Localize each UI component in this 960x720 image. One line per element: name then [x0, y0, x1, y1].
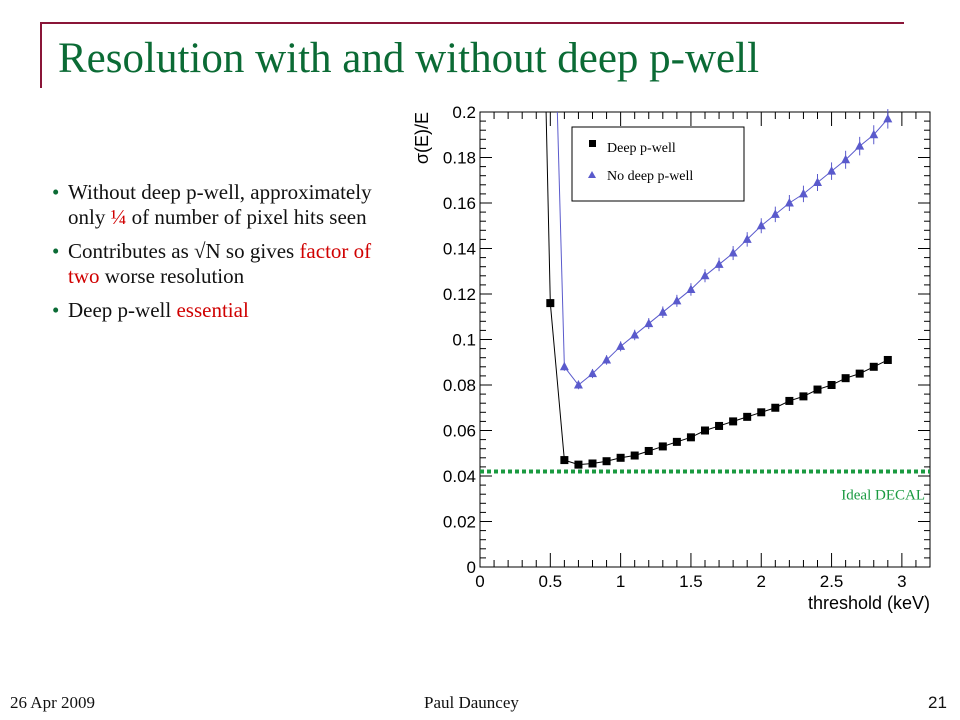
no-deep-pwell-point — [798, 188, 808, 198]
no-deep-pwell-point — [770, 209, 780, 218]
bullet-highlight-text: ¼ — [110, 205, 127, 229]
deep-pwell-point — [757, 408, 766, 417]
y-tick-label: 0.08 — [443, 376, 476, 395]
x-tick-label: 2.5 — [820, 572, 844, 591]
bullet-highlight-text: essential — [176, 298, 249, 322]
no-deep-pwell-point — [784, 198, 794, 207]
deep-pwell-point — [686, 433, 695, 442]
x-tick-label: 1 — [616, 572, 625, 591]
deep-pwell-point — [743, 412, 752, 421]
no-deep-pwell-point — [559, 361, 569, 371]
bullet-highlight-text: factor of two — [68, 239, 372, 288]
bullet-text: Without deep p-well, approximately only — [68, 180, 372, 229]
x-tick-label: 2 — [757, 572, 766, 591]
deep-pwell-point — [855, 369, 864, 378]
title-frame-top — [40, 22, 904, 24]
no-deep-pwell-point — [672, 295, 682, 305]
deep-pwell-point — [602, 457, 611, 466]
y-tick-label: 0.2 — [452, 103, 476, 122]
bullet-text: of number of pixel hits seen — [126, 205, 367, 229]
no-deep-pwell-point — [742, 234, 752, 243]
x-tick-label: 0.5 — [538, 572, 562, 591]
no-deep-pwell-point — [841, 154, 851, 164]
x-axis-label: threshold (keV) — [808, 593, 930, 613]
deep-pwell-point — [771, 403, 780, 412]
deep-pwell-point — [672, 437, 681, 446]
no-deep-pwell-point — [588, 368, 597, 378]
deep-pwell-point — [616, 453, 625, 462]
no-deep-pwell-point — [630, 329, 640, 339]
no-deep-pwell-point — [813, 177, 822, 187]
y-tick-label: 0.14 — [443, 240, 476, 259]
x-tick-label: 0 — [475, 572, 484, 591]
y-axis-label: σ(E)/E — [412, 112, 432, 164]
deep-pwell-point — [644, 446, 653, 455]
y-tick-label: 0.1 — [452, 331, 476, 350]
deep-pwell-point — [701, 426, 709, 435]
deep-pwell-point — [799, 392, 808, 401]
title-frame-left — [40, 22, 42, 88]
legend-deep-marker — [589, 140, 596, 147]
bullet-text: worse resolution — [99, 264, 245, 288]
x-tick-label: 3 — [897, 572, 906, 591]
bullet-text: Deep p-well — [68, 298, 177, 322]
page-number: 21 — [928, 693, 947, 712]
deep-pwell-point — [785, 396, 794, 405]
no-deep-pwell-point — [686, 284, 696, 293]
bullet-item: • Without deep p-well, approximately only… — [50, 180, 400, 230]
footer-date: 26 Apr 2009 — [10, 693, 95, 712]
no-deep-pwell-point — [855, 141, 865, 150]
no-deep-pwell-point — [658, 307, 668, 316]
deep-pwell-point — [883, 355, 892, 364]
legend-nodeep-label: No deep p-well — [607, 169, 693, 184]
y-tick-label: 0.16 — [443, 194, 476, 213]
legend-box — [571, 126, 745, 202]
bullet-dot: • — [52, 298, 60, 322]
bullet-item: • Contributes as √N so gives factor of tw… — [50, 239, 400, 289]
deep-pwell-point — [546, 299, 555, 308]
bullet-item: • Deep p-well essential — [50, 298, 400, 323]
ideal-decal-label: Ideal DECAL — [841, 487, 925, 503]
deep-pwell-point — [841, 374, 850, 383]
x-tick-label: 1.5 — [679, 572, 703, 591]
deep-pwell-point — [869, 362, 878, 371]
bullet-text: Contributes as √N so gives — [68, 239, 300, 263]
deep-pwell-point — [574, 460, 583, 469]
legend-nodeep-marker — [588, 171, 596, 178]
deep-pwell-point — [827, 381, 836, 389]
bullet-list: • Without deep p-well, approximately only… — [50, 180, 400, 332]
no-deep-pwell-point — [616, 341, 626, 350]
deep-pwell-point — [729, 417, 738, 426]
bullet-dot: • — [52, 180, 60, 204]
legend-deep-label: Deep p-well — [607, 141, 676, 156]
deep-pwell-point — [630, 451, 639, 460]
resolution-chart: 0 0.02 0.04 0.06 0.08 0.1 0.12 0.14 0.16 0.18 0.2 0… — [412, 103, 931, 613]
y-tick-label: 0 — [467, 558, 476, 577]
bullet-dot: • — [52, 239, 60, 263]
no-deep-pwell-point — [714, 259, 724, 268]
no-deep-pwell-point — [602, 354, 612, 364]
deep-pwell-point — [813, 385, 822, 394]
no-deep-pwell-point — [883, 113, 893, 123]
no-deep-pwell-point — [644, 318, 654, 328]
deep-pwell-point — [560, 456, 569, 465]
no-deep-pwell-point — [756, 220, 766, 230]
deep-pwell-point — [715, 421, 724, 430]
deep-pwell-point — [658, 442, 667, 451]
y-tick-label: 0.18 — [443, 149, 476, 168]
no-deep-pwell-point — [573, 380, 583, 389]
no-deep-pwell-point — [700, 270, 710, 280]
no-deep-pwell-point — [869, 129, 879, 139]
no-deep-pwell-point — [728, 248, 738, 257]
y-tick-label: 0.02 — [443, 513, 476, 532]
footer-author: Paul Dauncey — [424, 693, 519, 712]
y-tick-label: 0.04 — [443, 467, 476, 486]
no-deep-pwell-point — [827, 166, 837, 175]
y-tick-label: 0.06 — [443, 422, 476, 441]
y-tick-label: 0.12 — [443, 285, 476, 304]
slide-title: Resolution with and without deep p-well — [58, 35, 760, 82]
deep-pwell-point — [588, 459, 597, 468]
